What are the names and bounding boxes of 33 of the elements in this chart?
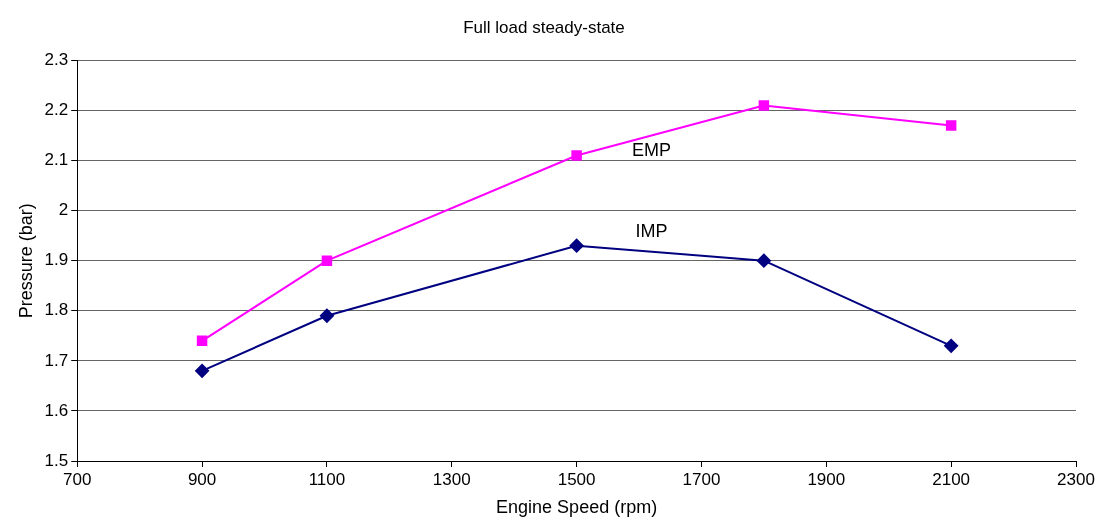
point — [196, 335, 208, 347]
point — [319, 308, 334, 323]
point — [569, 238, 584, 253]
x-tick-label: 1100 — [308, 469, 346, 489]
x-tick-label: 1700 — [682, 469, 721, 489]
point — [756, 253, 771, 268]
point — [571, 150, 582, 161]
y-tick-label: 2.2 — [44, 100, 69, 120]
y-tick-label: 1.9 — [44, 250, 69, 270]
y-tick-label: 1.6 — [44, 400, 69, 420]
point — [944, 338, 959, 353]
y-tick-label: 1.5 — [44, 450, 69, 470]
x-tick-label: 2300 — [1057, 469, 1095, 489]
point — [758, 100, 770, 111]
x-tick-label: 1300 — [432, 469, 471, 489]
chart-title: Full load steady-state — [463, 17, 625, 37]
x-tick-label: 900 — [187, 469, 217, 489]
y-tick-label: 1.8 — [44, 300, 69, 320]
x-tick-label: 700 — [63, 469, 92, 489]
y-axis-title: Pressure (bar) — [15, 203, 36, 319]
x-tick-label: 1900 — [807, 469, 846, 489]
y-tick-label: 1.7 — [44, 350, 69, 370]
x-tick-label: 2100 — [932, 469, 971, 489]
y-tick-label: 2.3 — [44, 50, 69, 70]
x-tick-label: 1500 — [557, 469, 596, 489]
series-label: EMP — [632, 140, 672, 161]
point — [321, 255, 333, 266]
point — [945, 120, 957, 131]
point — [195, 363, 210, 378]
series-label: IMP — [635, 221, 668, 242]
x-axis-title: Engine Speed (rpm) — [496, 497, 658, 518]
y-tick-label: 2 — [58, 200, 69, 220]
y-tick-label: 2.1 — [44, 150, 69, 170]
